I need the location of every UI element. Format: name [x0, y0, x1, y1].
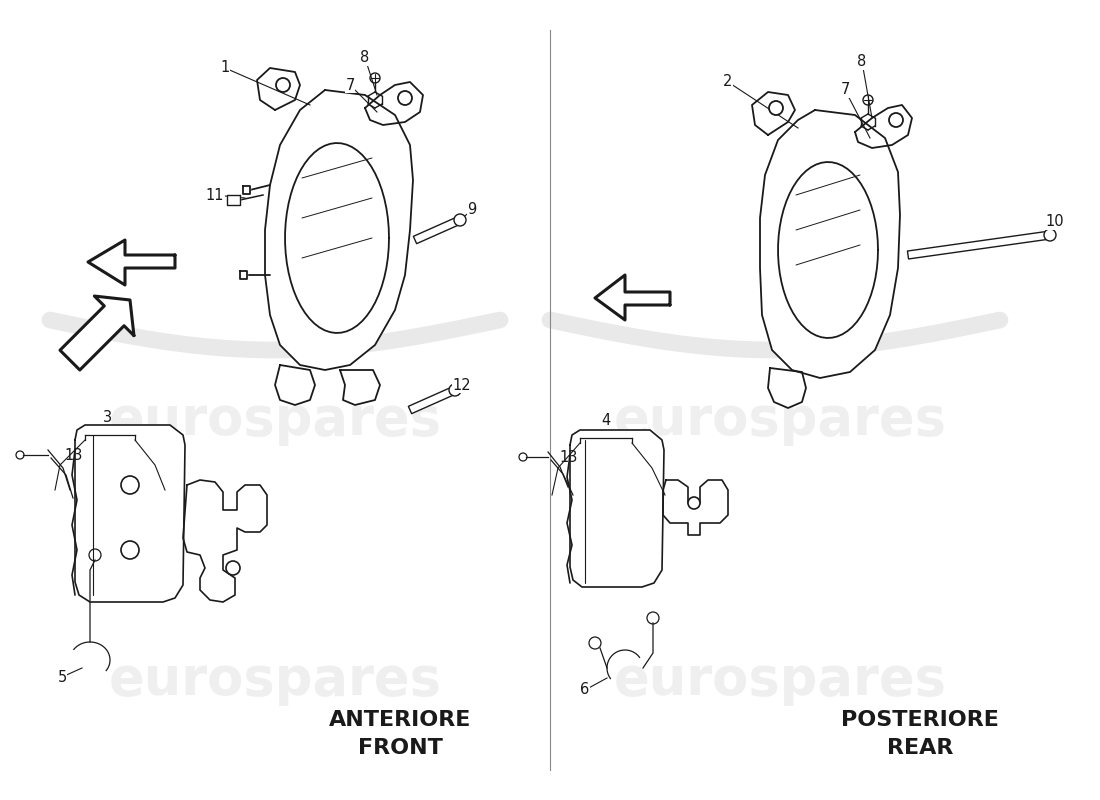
Text: FRONT: FRONT: [358, 738, 442, 758]
Polygon shape: [408, 386, 456, 414]
Text: 4: 4: [602, 413, 610, 428]
Circle shape: [276, 78, 290, 92]
Circle shape: [449, 384, 461, 396]
Text: 7: 7: [840, 82, 849, 98]
Polygon shape: [570, 430, 664, 587]
Circle shape: [121, 541, 139, 559]
Text: 7: 7: [345, 78, 354, 93]
Polygon shape: [60, 296, 134, 370]
Text: 10: 10: [1046, 214, 1065, 230]
Polygon shape: [365, 82, 424, 125]
Text: eurospares: eurospares: [614, 654, 946, 706]
Text: eurospares: eurospares: [109, 394, 441, 446]
Polygon shape: [908, 231, 1050, 259]
Text: 9: 9: [468, 202, 476, 218]
Polygon shape: [243, 186, 250, 194]
Polygon shape: [75, 425, 185, 602]
Text: POSTERIORE: POSTERIORE: [842, 710, 999, 730]
Circle shape: [454, 214, 466, 226]
Circle shape: [769, 101, 783, 115]
Polygon shape: [760, 110, 900, 378]
Polygon shape: [768, 368, 806, 408]
Text: 8: 8: [361, 50, 370, 66]
Text: 13: 13: [65, 448, 82, 463]
Polygon shape: [257, 68, 300, 110]
Polygon shape: [855, 105, 912, 148]
Text: 11: 11: [206, 187, 224, 202]
Polygon shape: [183, 480, 267, 602]
Text: 6: 6: [581, 682, 590, 698]
Text: REAR: REAR: [887, 738, 954, 758]
Text: 12: 12: [453, 378, 471, 393]
Text: ANTERIORE: ANTERIORE: [329, 710, 471, 730]
Circle shape: [226, 561, 240, 575]
Polygon shape: [340, 370, 379, 405]
Circle shape: [121, 476, 139, 494]
Circle shape: [1044, 229, 1056, 241]
Polygon shape: [275, 365, 315, 405]
Text: 5: 5: [57, 670, 67, 685]
Polygon shape: [752, 92, 795, 135]
Text: eurospares: eurospares: [109, 654, 441, 706]
Circle shape: [398, 91, 412, 105]
Polygon shape: [595, 275, 670, 320]
Polygon shape: [88, 240, 175, 285]
Polygon shape: [663, 480, 728, 535]
Polygon shape: [227, 195, 240, 205]
Circle shape: [688, 497, 700, 509]
Polygon shape: [414, 216, 462, 244]
Text: 8: 8: [857, 54, 867, 70]
Polygon shape: [240, 271, 248, 279]
Text: 1: 1: [220, 61, 230, 75]
Text: 13: 13: [560, 450, 578, 465]
Text: eurospares: eurospares: [614, 394, 946, 446]
Text: 3: 3: [103, 410, 112, 425]
Polygon shape: [265, 90, 412, 370]
Text: 2: 2: [724, 74, 733, 90]
Circle shape: [889, 113, 903, 127]
